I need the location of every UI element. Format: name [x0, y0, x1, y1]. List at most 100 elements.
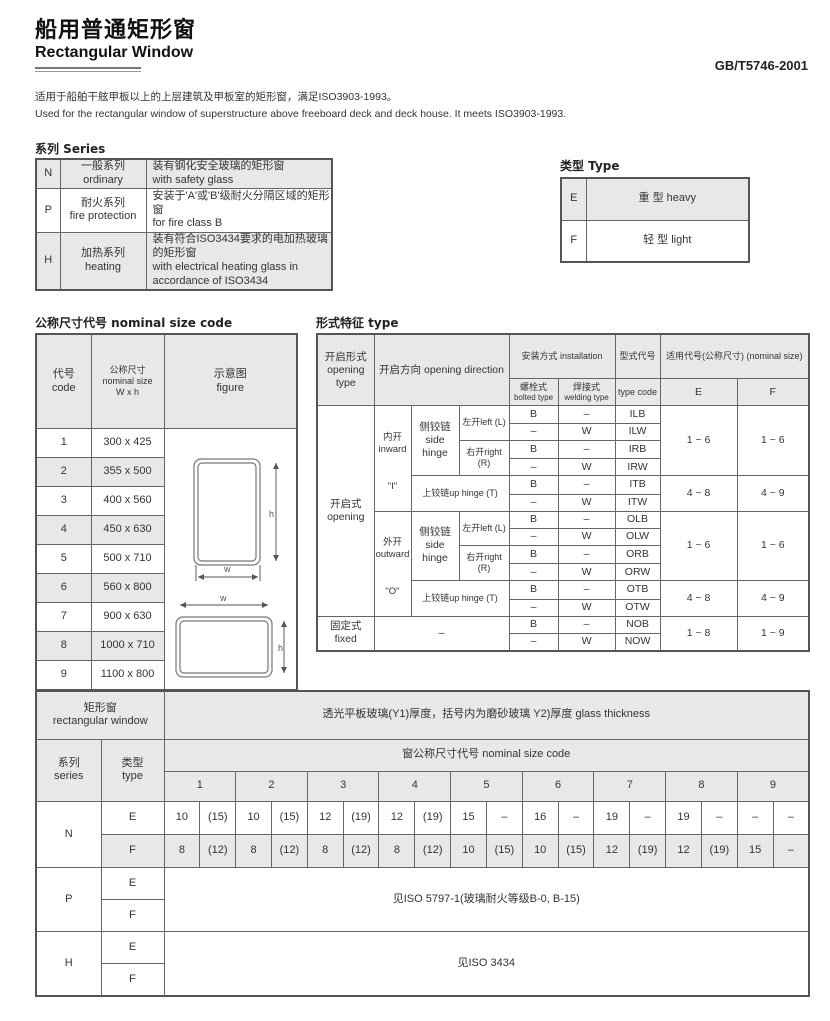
header-f: F [736, 377, 810, 407]
bolted-value: B [508, 615, 559, 634]
welding-value: W [557, 422, 616, 441]
table-header: 开启形式 opening type 开启方向 opening direction… [316, 333, 810, 407]
description-cn: 适用于船舶干舷甲板以上的上层建筑及甲板室的矩形窗，满足ISO3903-1993。 [35, 91, 398, 103]
table-row: P E 见ISO 5797-1(玻璃耐火等级B-0, B-15) [35, 867, 810, 933]
welding-value: – [557, 405, 616, 424]
type-code: OTB [614, 580, 661, 600]
series-name-cn: 加热系列 [81, 247, 125, 260]
series-table: N 一般系列 ordinary 装有钢化安全玻璃的矩形窗 with safety gla… [35, 158, 333, 291]
series-name-en: fire protection [69, 210, 137, 223]
thickness-value: 8 [163, 833, 201, 869]
type-name: 重 型 heavy [585, 177, 750, 221]
table-row: F 8 (12) 8 (12) 8 (12) 8 (12) 10 (15) 10 (15) 12 (19) 1… [36, 833, 810, 869]
series-desc-cn: 装有钢化安全玻璃的矩形窗 [152, 160, 285, 173]
header-size-cn: 公称尺寸 [109, 364, 146, 375]
hinge-left: 左开left (L) [458, 510, 510, 546]
table-row: – W IRW [317, 458, 809, 477]
header-welding-cn: 焊接式 [573, 381, 601, 392]
thickness-value: – [700, 800, 738, 835]
thickness-value: (12) [199, 833, 237, 869]
type-code: ITB [614, 475, 661, 495]
range-f: 1 ~ 9 [736, 615, 810, 652]
size-code: 2 [235, 770, 308, 802]
thickness-value: 19 [665, 800, 702, 835]
type-code: OLB [614, 510, 661, 529]
series-desc-en: with electrical heating glass in accorda… [152, 260, 299, 287]
header-code-en: code [51, 381, 76, 394]
bolted-value: B [508, 475, 559, 495]
inward-cell: 内开 inward "I" [373, 405, 412, 512]
fig-w-label: w [223, 564, 231, 574]
header-code-cn: 代号 [52, 367, 75, 380]
size-code: 7 [593, 770, 667, 802]
bolted-value: B [508, 510, 559, 529]
table-row: 右开right (R) B – IRB [317, 439, 809, 477]
size-code: 8 [35, 630, 92, 661]
size-code: 9 [736, 770, 810, 802]
header-installation: 安装方式 installation [508, 333, 616, 379]
thickness-value: 8 [306, 833, 344, 869]
description-en: Used for the rectangular window of super… [35, 108, 567, 120]
header-opening-type: 开启形式 opening type [316, 333, 375, 407]
side-hinge: 侧铰链 side hinge [410, 510, 460, 582]
type-code: ORB [614, 544, 661, 565]
header-type-en: type [122, 770, 143, 783]
header-type-code: 型式代号 [614, 333, 661, 379]
series-name-en: heating [84, 260, 122, 273]
series-name-en: ordinary [83, 174, 123, 187]
size-code: 5 [450, 770, 523, 802]
welding-value: W [557, 598, 616, 617]
direction-code: "O" [385, 585, 400, 597]
thickness-value: – [629, 800, 667, 835]
series-code: N [35, 158, 61, 190]
header-welding-en: welding type [564, 392, 609, 402]
thickness-value: 12 [665, 833, 702, 869]
header-type-code-en: type code [614, 377, 661, 407]
table-row: 9 1100 x 800 [35, 659, 297, 691]
thickness-value: 16 [521, 800, 559, 835]
thickness-value: (19) [700, 833, 738, 869]
range-f: 1 ~ 6 [736, 405, 810, 477]
size-code: 3 [35, 486, 92, 516]
thickness-value: 10 [235, 800, 272, 835]
direction-label: 外开 outward [375, 536, 410, 560]
fig-h-label: h [269, 509, 274, 519]
thickness-value: (19) [342, 800, 380, 835]
series-code: P [35, 867, 102, 933]
welding-value: W [557, 632, 616, 652]
welding-value: W [557, 458, 616, 477]
welding-value: – [557, 580, 616, 600]
table-row: – W OLW [317, 527, 809, 546]
reference-note: 见ISO 5797-1(玻璃耐火等级B-0, B-15) [163, 867, 810, 933]
bolted-value: – [508, 527, 559, 546]
reference-note: 见ISO 3434 [163, 931, 810, 997]
table-row: – W NOW [317, 632, 809, 652]
series-desc-cn: 安装于'A'或'B'级耐火分隔区域的矩形窗 [152, 189, 330, 216]
table-row: 右开right (R) B – ORB [317, 544, 809, 582]
table-header: 代号 code 公称尺寸 nominal size W x h 示意图 figure [35, 333, 298, 430]
table-row: P 耐火系列 fire protection 安装于'A'或'B'级耐火分隔区域的矩形… [35, 188, 333, 233]
table-header: 矩形窗 rectangular window 透光平板玻璃(Y1)厚度，括号内为磨… [35, 690, 810, 740]
thickness-value: (12) [270, 833, 308, 869]
type-code: F [100, 963, 165, 997]
thickness-value: 8 [378, 833, 416, 869]
size-code-table: 代号 code 公称尺寸 nominal size W x h 示意图 figure 1… [35, 333, 298, 692]
header-size-unit: W x h [115, 387, 139, 398]
thickness-value: (19) [629, 833, 667, 869]
welding-value: W [557, 527, 616, 546]
header-bolted-cn: 螺栓式 [520, 381, 548, 392]
header-glass-thickness: 透光平板玻璃(Y1)厚度，括号内为磨砂玻璃 Y2)厚度 glass thickn… [163, 690, 810, 740]
table-row: N E 10 (15) 10 (15) 12 (19) 12 (19) 15–16–19–19– – – [35, 800, 810, 869]
series-desc-en: for fire class B [152, 217, 223, 230]
page-title-cn: 船用普通矩形窗 [35, 18, 197, 43]
nominal-size: 900 x 630 [90, 601, 165, 632]
series-code: H [35, 931, 102, 997]
series-label: 系列 Series [35, 142, 106, 156]
size-code: 7 [35, 601, 92, 632]
nominal-size: 1000 x 710 [90, 630, 165, 661]
thickness-value: (15) [199, 800, 237, 835]
header-nominal-size: 适用代号(公称尺寸) (nominal size) [659, 333, 810, 379]
